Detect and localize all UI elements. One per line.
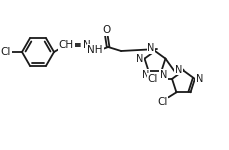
Text: N: N <box>83 40 91 50</box>
Text: Cl: Cl <box>157 97 168 107</box>
Text: N: N <box>160 70 167 80</box>
Text: NH: NH <box>87 45 103 55</box>
Text: O: O <box>102 25 110 35</box>
Text: N: N <box>136 54 143 64</box>
Text: CH: CH <box>59 40 74 50</box>
Text: N: N <box>142 70 149 80</box>
Text: N: N <box>175 65 182 75</box>
Text: Cl: Cl <box>1 47 11 57</box>
Text: Cl: Cl <box>148 74 158 84</box>
Text: N: N <box>196 74 204 84</box>
Text: N: N <box>147 43 155 53</box>
